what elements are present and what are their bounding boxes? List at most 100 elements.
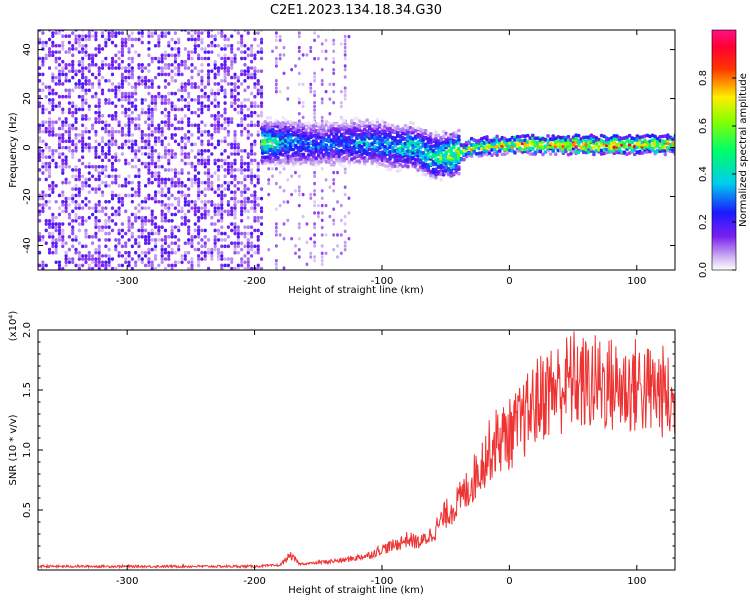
heatmap-cell [87,66,91,70]
heatmap-cell [343,49,347,53]
heatmap-cell [274,90,278,94]
heatmap-cell [127,238,131,242]
heatmap-cell [64,206,68,210]
heatmap-cell [114,152,118,156]
heatmap-cell [153,101,158,105]
heatmap-cell [294,122,298,126]
heatmap-cell [84,37,88,42]
heatmap-cell [183,145,187,150]
heatmap-cell [187,225,191,230]
heatmap-cell [206,104,211,109]
heatmap-cell [100,164,105,169]
heatmap-cell [117,98,121,102]
heatmap-cell [153,171,158,175]
heatmap-cell [120,142,125,147]
heatmap-cell [324,120,329,124]
heatmap-cell [190,149,194,153]
heatmap-cell [147,91,151,96]
heatmap-cell [213,244,217,249]
heatmap-cell [297,189,301,193]
heatmap-cell [253,206,257,210]
heatmap-cell [41,63,45,67]
heatmap-cell [216,126,221,131]
heatmap-cell [213,203,217,207]
heatmap-cell [143,234,148,239]
heatmap-cell [190,260,194,265]
snr-x-tick-label: -200 [243,576,266,587]
heatmap-cell [177,180,181,185]
heatmap-cell [329,157,334,162]
heatmap-cell [170,69,174,74]
heatmap-cell [253,94,257,99]
heatmap-cell [240,110,244,115]
heatmap-cell [143,228,148,233]
heatmap-cell [143,78,148,83]
heatmap-cell [230,212,234,217]
heatmap-cell [74,187,78,191]
heatmap-cell [74,34,78,39]
heatmap-cell [124,209,128,214]
heatmap-cell [134,212,138,217]
heatmap-cell [230,161,234,166]
heatmap-cell [74,133,78,137]
heatmap-cell [47,168,52,172]
heatmap-cell [226,168,231,172]
heatmap-cell [230,142,234,147]
heatmap-cell [203,203,207,207]
heatmap-cell [97,69,101,74]
heatmap-cell [274,262,278,267]
heatmap-cell [104,168,108,172]
snr-background [38,330,675,570]
heatmap-cell [259,104,264,109]
heatmap-cell [259,40,264,45]
heatmap-cell [81,117,85,121]
heatmap-cell [157,66,161,70]
heatmap-cell [147,34,151,39]
heatmap-cell [120,47,125,51]
heatmap-cell [230,120,234,124]
heatmap-cell [203,171,207,175]
heatmap-cell [320,101,324,105]
heatmap-cell [332,90,336,94]
heatmap-cell [130,199,134,204]
heatmap-cell [193,206,197,210]
heatmap-cell [137,184,141,188]
heatmap-cell [233,177,237,182]
heatmap-cell [140,139,144,144]
heatmap-cell [183,241,187,245]
heatmap-cell [173,114,178,118]
heatmap-cell [51,107,55,112]
heatmap-cell [339,203,343,208]
heatmap-cell [173,152,178,156]
heatmap-cell [246,238,250,242]
heatmap-cell [274,233,278,237]
heatmap-cell [143,238,148,242]
heatmap-cell [104,244,108,249]
heatmap-cell [57,263,62,268]
heatmap-cell [213,34,217,39]
heatmap-cell [253,250,257,255]
heatmap-cell [203,85,207,89]
heatmap-cell [203,104,207,109]
heatmap-cell [278,170,282,175]
heatmap-cell [196,161,201,166]
heatmap-cell [187,187,191,191]
heatmap-cell [190,263,194,268]
heatmap-cell [398,150,403,155]
heatmap-cell [84,142,88,147]
heatmap-cell [150,260,154,265]
heatmap-cell [177,98,181,102]
heatmap-cell [167,142,171,147]
heatmap-cell [398,168,403,172]
heatmap-cell [38,78,42,83]
heatmap-cell [54,199,58,204]
heatmap-cell [137,168,141,172]
heatmap-cell [41,161,45,166]
heatmap-cell [434,167,438,172]
heatmap-cell [525,150,530,154]
heatmap-cell [104,238,108,242]
heatmap-cell [67,149,72,153]
heatmap-cell [304,160,308,164]
heatmap-cell [41,190,45,195]
heatmap-cell [240,209,244,214]
